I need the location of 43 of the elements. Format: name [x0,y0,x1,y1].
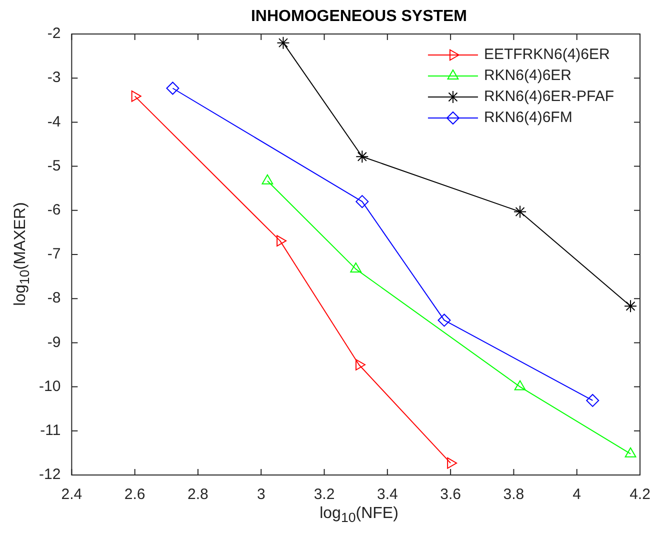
point [356,150,369,164]
x-tick-label: 4.2 [630,486,650,504]
y-tick-label: -2 [47,25,61,42]
legend-label: EETFRKN6(4)6ER [484,46,610,64]
point [276,235,287,247]
point [438,314,451,327]
point [356,195,369,208]
point [586,394,600,407]
point [355,359,366,370]
point [276,36,290,50]
point [166,82,180,95]
point [624,300,638,313]
y-tick-label: -6 [47,202,61,219]
legend-label: RKN6(4)6ER [484,67,572,84]
point [514,205,527,218]
x-tick-label: 2.8 [188,486,208,504]
y-tick-label: -3 [47,69,61,86]
point [514,380,526,390]
point [350,262,362,273]
x-tick-label: 4 [572,486,582,504]
y-tick-label: -10 [38,378,61,395]
x-tick-label: 3.4 [376,486,398,504]
x-tick-label: 3.8 [503,486,524,504]
point [447,457,458,469]
x-tick-label: 3.6 [440,486,461,504]
x-tick-label: 3.2 [314,486,335,504]
y-tick-label: -11 [40,422,61,440]
x-tick-label: 2.4 [61,486,82,504]
x-tick-label: 2.6 [124,486,146,504]
point [131,90,142,102]
chart-title: INHOMOGENEOUS SYSTEM [250,8,468,26]
point [262,174,274,184]
y-tick-label: -9 [47,334,61,351]
legend-label: RKN6(4)6FM [484,109,572,126]
x-axis-title: log$_{10}$(NFE) [318,505,400,526]
y-tick-label: -8 [47,290,61,307]
y-tick-label: -5 [47,157,61,174]
point [624,447,636,458]
y-tick-label: -12 [38,466,61,484]
y-tick-label: -7 [47,246,61,263]
x-tick-label: 3 [256,486,266,504]
legend-label: RKN6(4)6ER-PFAF [484,88,614,106]
y-tick-label: -4 [47,113,61,130]
